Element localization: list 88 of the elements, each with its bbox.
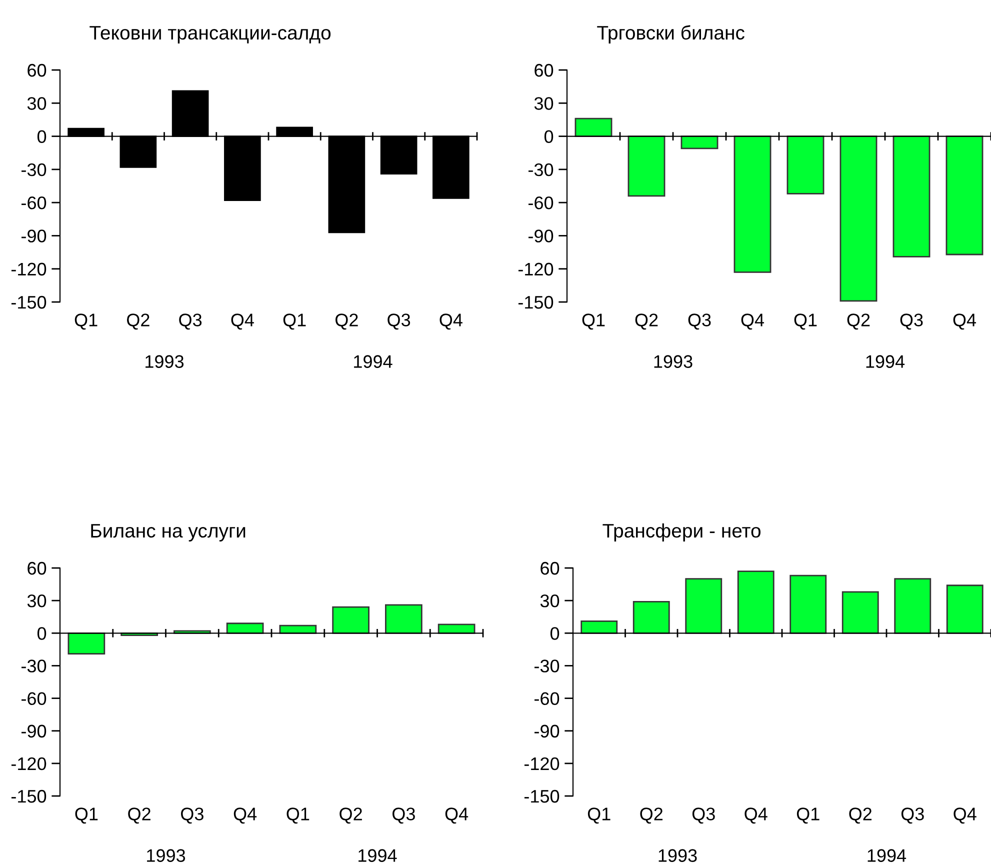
y-tick-label: -60 [528,196,554,210]
x-tick-label: Q1 [794,314,817,330]
text: 1993 [147,849,186,862]
y-tick-label: 30 [540,594,560,608]
bar [685,578,722,634]
y-tick-label: -150 [11,296,46,309]
y-tick-label: -150 [524,790,560,803]
x-tick-label: Q3 [181,808,204,824]
y-tick-label: -90 [22,724,46,738]
y-tick-label: -150 [11,790,46,803]
x-tick-label: Q4 [954,808,976,824]
x-tick-label: Q1 [75,808,98,824]
x-tick-label: Q2 [847,314,870,330]
x-tick-label: Q1 [74,314,98,330]
text: 1993 [654,355,692,368]
x-tick-label: Q2 [336,314,358,330]
x-tick-label: Q4 [234,808,257,824]
text: 1994 [866,355,905,368]
bar [946,584,984,634]
y-tick-label: -30 [22,163,46,176]
x-tick-label: Q4 [231,314,254,330]
y-tick-label: -150 [518,296,554,309]
chart-title: Трансфери - нето [602,523,760,542]
y-tick-label: 60 [534,64,554,77]
y-tick-label: 30 [27,97,46,110]
bar [226,622,264,634]
x-tick-label: Q1 [283,314,306,330]
bar [385,604,422,634]
y-tick-label: 30 [27,594,46,608]
text: 1993 [146,355,184,368]
x-tick-label: Q3 [688,314,711,330]
x-tick-label: Q4 [744,808,768,824]
x-tick-label: Q3 [392,808,415,824]
bar [68,632,106,654]
y-tick-label: -60 [22,196,46,210]
chart-title: Биланс на услуги [91,524,246,542]
bar [790,574,827,634]
x-tick-label: Q4 [440,314,462,330]
text: 1993 [658,849,697,862]
x-tick-label: Q2 [640,808,663,824]
y-tick-label: 60 [28,64,46,77]
x-tick-label: Q3 [388,314,410,330]
x-tick-label: Q1 [796,808,820,824]
bar [580,620,618,634]
y-tick-label: -120 [518,262,554,276]
x-tick-label: Q3 [900,314,923,330]
y-tick-label: -120 [11,262,46,276]
y-tick-label: -30 [528,163,554,176]
x-tick-label: Q4 [445,808,468,824]
bar [842,591,879,634]
chart-title: Тековни трансакции-салдо [90,26,331,44]
x-tick-label: Q1 [582,314,605,330]
y-tick-label: -90 [528,230,554,242]
x-tick-label: Q1 [286,808,310,824]
x-tick-label: Q2 [127,314,150,330]
y-tick-label: -90 [534,724,560,738]
text: 1994 [868,849,906,862]
y-tick-label: -60 [22,692,46,706]
x-tick-label: Q1 [588,808,610,824]
x-tick-label: Q2 [340,808,362,824]
bar [632,600,670,634]
bar [332,606,370,634]
y-tick-label: 60 [28,562,46,575]
y-tick-label: -120 [11,757,46,770]
y-tick-label: 0 [37,627,46,640]
y-tick-label: -30 [534,660,560,672]
x-tick-label: Q3 [179,314,202,330]
y-tick-label: 60 [540,562,560,575]
y-tick-label: 0 [550,627,560,640]
y-tick-label: -30 [22,660,46,672]
chart-title: Трговски биланс [597,25,744,44]
x-tick-label: Q2 [635,314,658,330]
x-tick-label: Q4 [741,314,764,330]
y-tick-label: -90 [22,230,46,242]
bar [737,570,774,634]
bar [894,578,932,634]
x-tick-label: Q3 [692,808,715,824]
x-tick-label: Q3 [901,808,924,824]
y-tick-label: 0 [37,130,46,144]
y-tick-label: 30 [534,97,554,110]
text: 1994 [354,355,392,368]
text: 1994 [358,849,397,862]
x-tick-label: Q4 [953,314,976,330]
y-tick-label: -60 [534,692,560,706]
x-tick-label: Q2 [128,808,150,824]
y-tick-label: -120 [524,757,560,770]
y-tick-label: 0 [544,130,554,144]
x-tick-label: Q2 [849,808,872,824]
